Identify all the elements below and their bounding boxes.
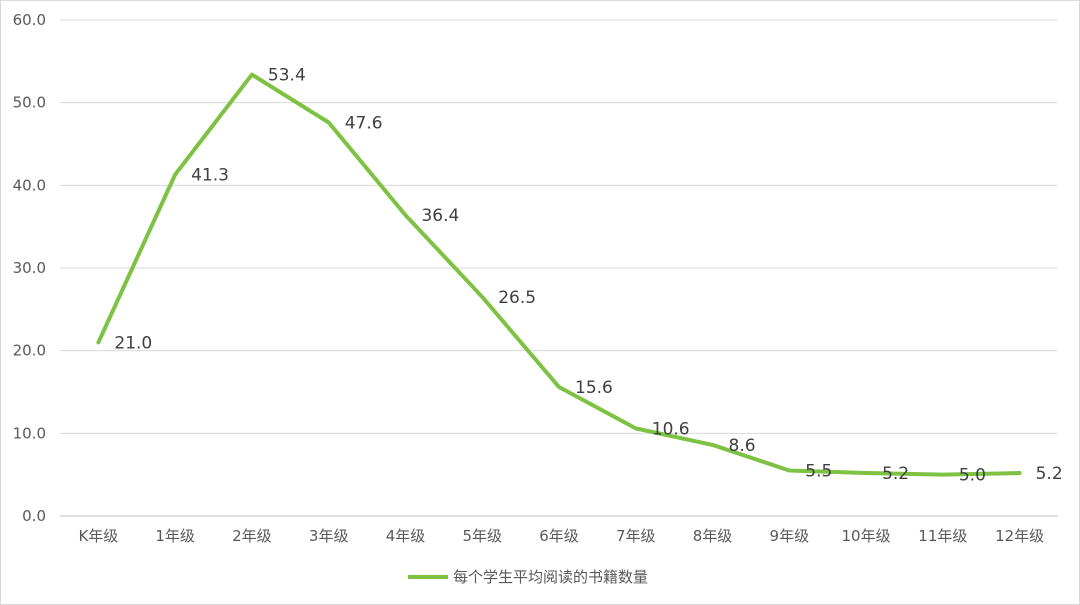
x-tick-label: K年级	[78, 527, 118, 545]
y-axis: 0.0 10.0 20.0 30.0 40.0 50.0 60.0	[13, 11, 46, 525]
x-tick-label: 10年级	[842, 527, 891, 545]
data-label: 8.6	[729, 436, 756, 456]
data-label: 15.6	[575, 378, 613, 398]
data-labels: 21.0 41.3 53.4 47.6 36.4 26.5 15.6 10.6 8.6 5.5 5.…	[114, 66, 1062, 486]
x-tick-label: 5年级	[462, 527, 502, 545]
y-tick-label: 30.0	[13, 259, 46, 277]
data-label: 5.0	[959, 466, 986, 486]
x-tick-label: 8年级	[693, 527, 733, 545]
x-axis: K年级 1年级 2年级 3年级 4年级 5年级 6年级 7年级 8年级 9年级 10年级 11年级 12…	[78, 527, 1044, 545]
gridlines	[60, 19, 1058, 517]
x-tick-label: 11年级	[918, 527, 967, 545]
series-layer	[96, 72, 1022, 477]
data-label: 36.4	[421, 206, 459, 226]
x-tick-label: 7年级	[616, 527, 656, 545]
data-label: 10.6	[652, 419, 690, 439]
series-line	[96, 72, 1022, 477]
y-tick-label: 10.0	[13, 424, 46, 442]
x-tick-label: 2年级	[232, 527, 272, 545]
x-tick-label: 6年级	[539, 527, 579, 545]
data-label: 26.5	[498, 288, 536, 308]
y-tick-label: 0.0	[22, 507, 46, 525]
y-tick-label: 50.0	[13, 94, 46, 112]
y-tick-label: 60.0	[13, 11, 46, 29]
x-tick-label: 4年级	[386, 527, 426, 545]
data-label: 5.2	[1036, 464, 1063, 484]
legend-label: 每个学生平均阅读的书籍数量	[453, 568, 648, 586]
data-label: 5.5	[805, 462, 832, 482]
x-tick-label: 3年级	[309, 527, 349, 545]
data-label: 5.2	[882, 464, 909, 484]
x-tick-label: 9年级	[770, 527, 810, 545]
data-label: 53.4	[268, 66, 306, 86]
x-tick-label: 1年级	[155, 527, 195, 545]
data-label: 41.3	[191, 166, 229, 186]
legend: 每个学生平均阅读的书籍数量	[408, 568, 648, 586]
x-tick-label: 12年级	[995, 527, 1044, 545]
y-tick-label: 20.0	[13, 342, 46, 360]
data-label: 21.0	[114, 333, 152, 353]
data-label: 47.6	[345, 114, 383, 134]
y-tick-label: 40.0	[13, 176, 46, 194]
